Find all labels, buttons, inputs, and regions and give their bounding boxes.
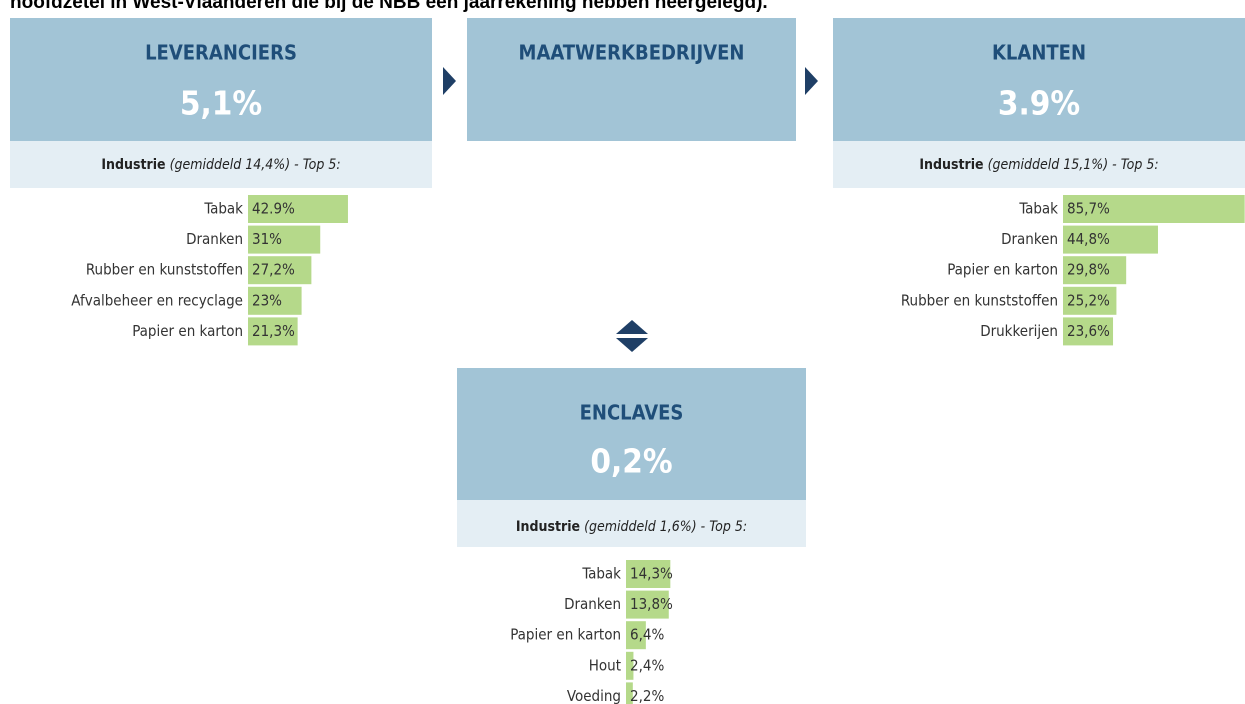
bar: [248, 317, 298, 346]
value-label: 21,3%: [252, 322, 295, 340]
panel-title: LEVERANCIERS: [145, 41, 297, 65]
panel-value: 5,1%: [180, 84, 262, 123]
arrow-up: [616, 320, 648, 334]
subtitle-bold: Industrie: [516, 519, 580, 535]
subtitle: Industrie (gemiddeld 15,1%) - Top 5:: [919, 157, 1158, 173]
bar: [626, 682, 633, 704]
bar-label: Dranken: [564, 595, 621, 613]
panel-title: ENCLAVES: [580, 401, 684, 425]
bar-label: Papier en karton: [947, 261, 1058, 279]
bar-label: Dranken: [1001, 230, 1058, 248]
value-label: 23,6%: [1067, 322, 1110, 340]
bar: [626, 560, 671, 588]
value-label: 6,4%: [630, 626, 664, 644]
subtitle-italic: (gemiddeld 1,6%) - Top 5:: [584, 519, 747, 535]
panel-box: [467, 18, 796, 141]
subtitle-band: [833, 141, 1245, 188]
arrow-down: [616, 338, 648, 352]
header: hoofdzetel in West-Vlaanderen die bij de…: [10, 0, 768, 13]
bar: [248, 286, 302, 315]
subtitle-bold: Industrie: [919, 157, 983, 173]
arrow: [805, 67, 818, 95]
value-label: 42.9%: [252, 200, 295, 218]
subtitle: Industrie (gemiddeld 14,4%) - Top 5:: [101, 157, 340, 173]
value-label: 31%: [252, 230, 282, 248]
panel-title: MAATWERKBEDRIJVEN: [519, 41, 745, 65]
bar-label: Afvalbeheer en recyclage: [71, 291, 243, 309]
bar: [1063, 225, 1158, 254]
value-label: 2,4%: [630, 656, 664, 674]
bar: [626, 621, 646, 650]
subtitle: Industrie (gemiddeld 1,6%) - Top 5:: [516, 519, 747, 535]
bar: [248, 225, 321, 254]
panel-title: KLANTEN: [992, 41, 1086, 65]
bar-label: Tabak: [581, 565, 621, 583]
bar-label: Voeding: [567, 687, 621, 704]
value-label: 27,2%: [252, 261, 295, 279]
value-label: 85,7%: [1067, 200, 1110, 218]
subtitle-italic: (gemiddeld 15,1%) - Top 5:: [988, 157, 1159, 173]
panel-box: [457, 368, 806, 500]
subtitle-band: [10, 141, 432, 188]
subtitle-band: [457, 500, 806, 547]
bar: [1063, 195, 1245, 223]
bar: [1063, 317, 1114, 346]
bar-label: Rubber en kunststoffen: [901, 291, 1058, 309]
bar: [1063, 256, 1127, 285]
bar: [248, 256, 312, 285]
bar-label: Papier en karton: [510, 626, 621, 644]
panel-value: 3.9%: [998, 84, 1080, 123]
value-label: 25,2%: [1067, 291, 1110, 309]
value-label: 29,8%: [1067, 261, 1110, 279]
bar-label: Papier en karton: [132, 322, 243, 340]
arrow: [443, 67, 456, 95]
panel-box: [10, 18, 432, 141]
subtitle-italic: (gemiddeld 14,4%) - Top 5:: [170, 157, 341, 173]
value-label: 44,8%: [1067, 230, 1110, 248]
bar-label: Drukkerijen: [980, 322, 1058, 340]
value-label: 13,8%: [630, 595, 673, 613]
bar: [1063, 286, 1117, 315]
bar-label: Dranken: [186, 230, 243, 248]
bar-label: Tabak: [203, 200, 243, 218]
bar: [626, 590, 669, 619]
bar-label: Hout: [589, 656, 621, 674]
bar-label: Tabak: [1018, 200, 1058, 218]
subtitle-bold: Industrie: [101, 157, 165, 173]
value-label: 23%: [252, 291, 282, 309]
bar: [626, 651, 634, 680]
bar-label: Rubber en kunststoffen: [86, 261, 243, 279]
panel-value: 0,2%: [590, 442, 672, 481]
value-label: 2,2%: [630, 687, 664, 704]
value-label: 14,3%: [630, 565, 673, 583]
bar: [248, 195, 348, 223]
panel-box: [833, 18, 1245, 141]
